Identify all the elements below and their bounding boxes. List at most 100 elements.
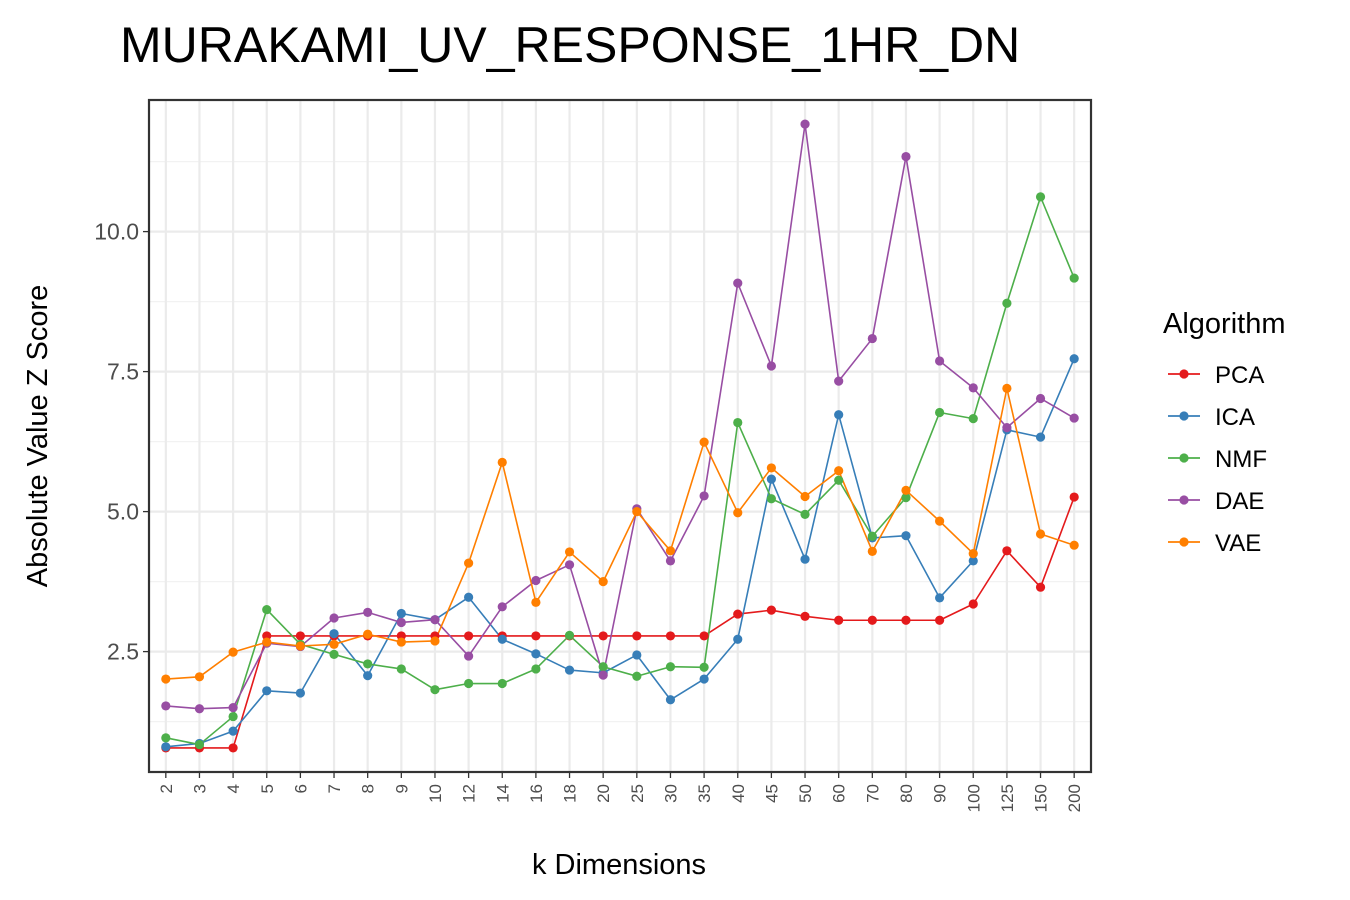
data-point-dae [766, 361, 776, 371]
x-tick-label: 12 [460, 784, 479, 803]
plot-area: 2.55.07.510.02 3 4 5 6 7 8 9 10 12 14 16 18 20 25 30 35 4… [94, 98, 1093, 813]
data-point-vae [161, 674, 171, 684]
x-tick-label: 14 [493, 784, 512, 803]
series-line-pca [165, 496, 1075, 749]
data-point-nmf [1035, 192, 1046, 202]
data-point-dae [194, 704, 205, 714]
data-point-dae [867, 333, 877, 344]
data-point-ica [733, 634, 743, 644]
y-tick-label: 7.5 [107, 359, 139, 385]
data-point-pca [1035, 582, 1046, 592]
data-point-ica [329, 629, 339, 639]
axes: 2.55.07.510.02 3 4 5 6 7 8 9 10 12 14 16 18 20 25 30 35 4… [94, 219, 1084, 813]
data-point-vae [295, 641, 305, 651]
data-point-pca [800, 611, 810, 621]
data-point-ica [665, 695, 676, 705]
data-point-dae [968, 383, 978, 393]
x-tick-label: 30 [661, 784, 680, 803]
x-tick-label: 150 [1032, 784, 1051, 812]
data-point-dae [699, 491, 709, 501]
legend-label-vae: VAE [1215, 530, 1261, 557]
data-point-vae [733, 508, 743, 518]
data-point-pca [834, 615, 844, 625]
legend-label-pca: PCA [1215, 362, 1264, 389]
data-point-ica [262, 686, 272, 696]
data-point-nmf [834, 475, 844, 485]
series-points [161, 119, 1079, 753]
data-point-vae [867, 546, 877, 556]
legend-marker-pca [1179, 369, 1189, 379]
data-point-nmf [228, 711, 238, 722]
legend-label-dae: DAE [1215, 488, 1264, 515]
data-point-vae [363, 629, 373, 639]
data-point-vae [632, 507, 642, 517]
x-tick-label: 200 [1065, 784, 1084, 812]
x-tick-label: 8 [359, 784, 378, 793]
data-point-vae [834, 466, 844, 476]
data-point-nmf [161, 733, 171, 743]
data-point-pca [968, 599, 978, 609]
data-point-vae [766, 463, 776, 473]
x-tick-label: 125 [998, 784, 1017, 812]
data-point-ica [935, 593, 945, 603]
data-point-nmf [430, 685, 440, 695]
data-point-pca [531, 631, 541, 641]
data-point-vae [396, 637, 406, 647]
legend-label-nmf: NMF [1215, 446, 1267, 473]
x-tick-label: 35 [695, 784, 714, 803]
data-point-nmf [699, 662, 709, 672]
data-point-nmf [968, 414, 978, 424]
x-tick-label: 18 [561, 784, 580, 803]
x-tick-label: 4 [224, 784, 243, 793]
data-point-dae [665, 556, 676, 566]
x-tick-label: 80 [897, 784, 916, 803]
data-point-dae [1035, 393, 1046, 404]
data-point-vae [598, 577, 608, 587]
x-tick-label: 45 [762, 784, 781, 803]
data-point-ica [497, 634, 507, 644]
data-point-vae [531, 597, 541, 607]
x-tick-label: 100 [964, 784, 983, 812]
data-point-dae [1002, 423, 1012, 433]
legend-marker-ica [1179, 411, 1189, 421]
plot-border [147, 98, 1093, 774]
data-point-ica [1069, 354, 1079, 364]
data-point-dae [228, 703, 238, 713]
data-point-nmf [598, 662, 608, 672]
series-lines [165, 123, 1075, 749]
x-tick-label: 16 [527, 784, 546, 803]
data-point-vae [464, 558, 474, 568]
data-point-nmf [262, 605, 272, 615]
data-point-nmf [1069, 273, 1079, 283]
data-point-nmf [901, 493, 911, 503]
data-point-nmf [396, 664, 406, 674]
x-tick-label: 60 [830, 784, 849, 803]
data-point-pca [295, 631, 305, 641]
data-point-nmf [733, 417, 743, 428]
data-point-vae [935, 516, 945, 526]
data-point-nmf [800, 509, 810, 519]
data-point-nmf [531, 664, 541, 674]
data-point-pca [733, 609, 743, 619]
data-point-dae [564, 560, 575, 570]
data-point-ica [363, 671, 373, 681]
data-point-vae [228, 647, 238, 657]
data-point-nmf [497, 678, 507, 689]
data-point-vae [1002, 383, 1012, 393]
data-point-ica [464, 592, 474, 602]
data-point-pca [766, 605, 776, 615]
data-point-pca [935, 615, 945, 625]
data-point-vae [1069, 540, 1079, 550]
data-point-pca [598, 631, 608, 641]
legend-marker-vae [1179, 537, 1189, 547]
data-point-ica [632, 650, 642, 660]
legend-marker-dae [1179, 495, 1189, 505]
data-point-pca [632, 631, 642, 641]
x-tick-label: 3 [190, 784, 209, 793]
data-point-vae [968, 549, 978, 559]
data-point-ica [901, 531, 911, 541]
x-tick-label: 70 [863, 784, 882, 803]
data-point-vae [800, 491, 810, 502]
